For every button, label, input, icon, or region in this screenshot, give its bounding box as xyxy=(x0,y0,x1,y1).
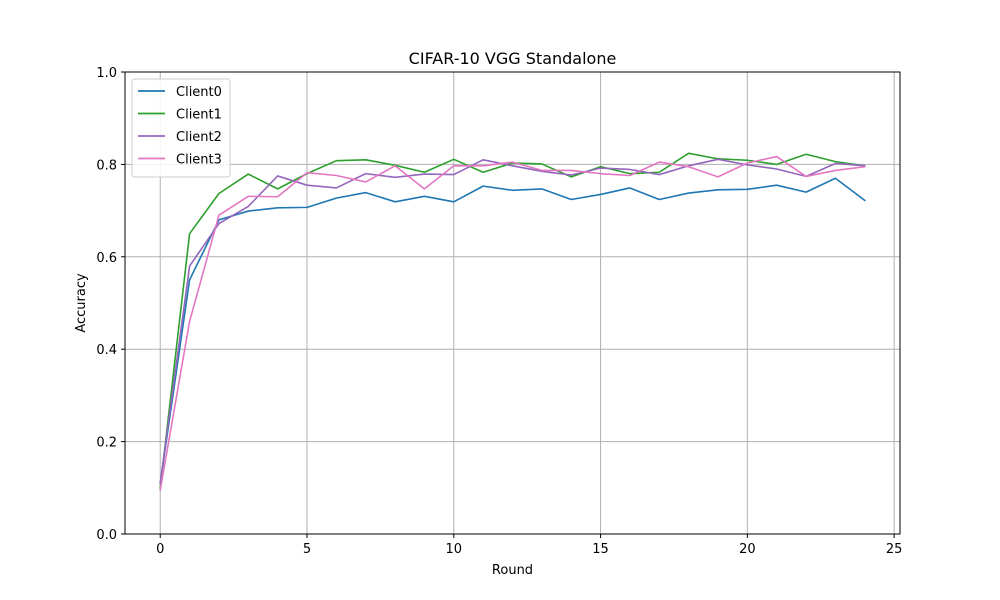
chart-title: CIFAR-10 VGG Standalone xyxy=(409,49,617,68)
plot-frame xyxy=(124,71,901,535)
legend: Client0 Client1 Client2 Client3 xyxy=(131,78,231,178)
series-line-client0 xyxy=(159,177,866,485)
legend-label: Client0 xyxy=(176,85,222,100)
y-tick-label: 0.0 xyxy=(96,528,117,543)
y-axis-label: Accuracy xyxy=(74,273,89,333)
legend-label: Client1 xyxy=(176,108,222,123)
legend-box xyxy=(131,78,231,178)
series-line-client3 xyxy=(159,155,866,492)
series-line-client1 xyxy=(159,152,866,489)
legend-label: Client2 xyxy=(176,130,222,145)
x-tick-label: 20 xyxy=(739,542,756,557)
y-tick-label: 0.2 xyxy=(96,436,117,451)
series-lines xyxy=(159,152,866,492)
axis-ticks: 0 5 10 15 20 25 0.0 0.2 0.4 0.6 0.8 1.0 xyxy=(96,66,902,557)
x-tick-label: 15 xyxy=(592,542,609,557)
x-axis-label: Round xyxy=(492,563,533,578)
x-tick-label: 25 xyxy=(886,542,903,557)
y-tick-label: 1.0 xyxy=(96,66,117,81)
x-tick-label: 10 xyxy=(446,542,463,557)
series-line-client2 xyxy=(159,158,866,485)
y-tick-label: 0.6 xyxy=(96,251,117,266)
x-tick-label: 5 xyxy=(303,542,311,557)
y-tick-label: 0.8 xyxy=(96,158,117,173)
y-tick-label: 0.4 xyxy=(96,343,117,358)
legend-label: Client3 xyxy=(176,153,222,168)
x-tick-label: 0 xyxy=(156,542,164,557)
